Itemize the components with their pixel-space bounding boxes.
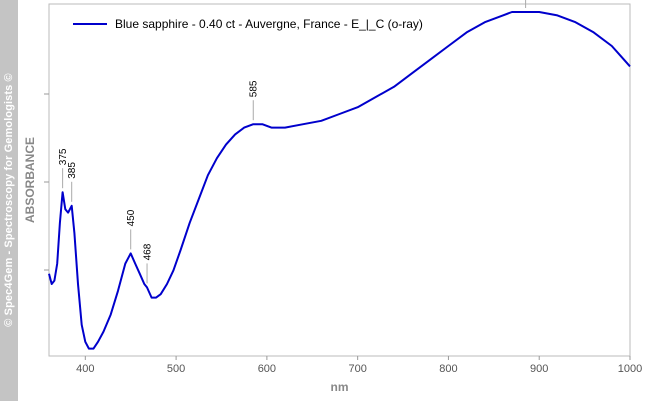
- watermark-band: © Spec4Gem - Spectroscopy for Gemologist…: [0, 0, 18, 401]
- x-tick-label: 400: [76, 363, 94, 375]
- x-tick-label: 500: [167, 363, 185, 375]
- peak-label: 385: [67, 162, 78, 179]
- peak-label: 585: [249, 80, 260, 97]
- x-tick-label: 700: [348, 363, 366, 375]
- x-tick-label: 900: [530, 363, 548, 375]
- x-tick-label: 1000: [618, 363, 642, 375]
- peak-label: 468: [143, 243, 154, 260]
- x-tick-label: 600: [258, 363, 276, 375]
- peak-label: 375: [58, 148, 69, 165]
- spectrum-line: [48, 11, 631, 350]
- peak-label: 450: [126, 209, 137, 226]
- legend-label: Blue sapphire - 0.40 ct - Auvergne, Fran…: [115, 17, 423, 31]
- y-axis-title: ABSORBANCE: [23, 137, 37, 223]
- x-axis-title: nm: [331, 380, 349, 394]
- plot-frame: [48, 3, 631, 357]
- x-tick-label: 800: [439, 363, 457, 375]
